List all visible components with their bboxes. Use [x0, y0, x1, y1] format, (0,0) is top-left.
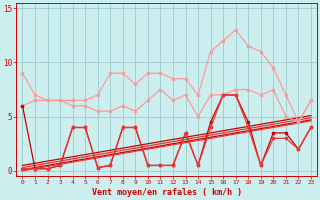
- X-axis label: Vent moyen/en rafales ( km/h ): Vent moyen/en rafales ( km/h ): [92, 188, 242, 197]
